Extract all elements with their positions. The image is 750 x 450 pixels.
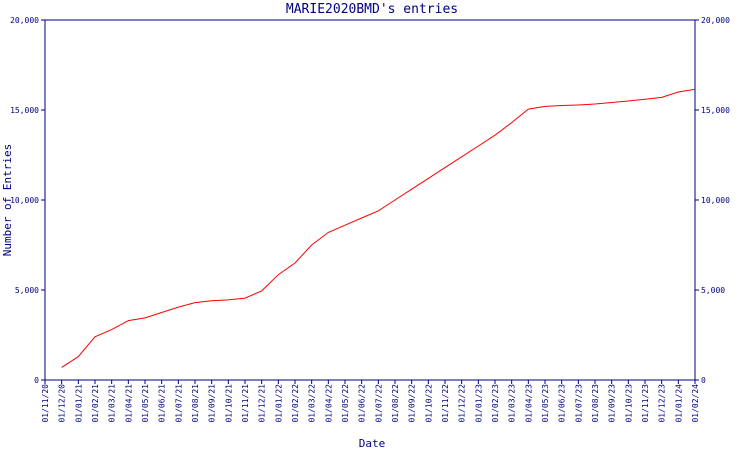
data-line	[61, 88, 696, 368]
chart-title: MARIE2020BMD's entries	[286, 2, 458, 17]
x-tick-label: 01/11/21	[241, 384, 250, 423]
x-tick-label: 01/03/21	[108, 384, 117, 423]
y-tick-label: 10,000	[10, 196, 39, 205]
x-tick-label: 01/02/21	[91, 384, 100, 423]
y-tick-label: 15,000	[10, 106, 39, 115]
x-tick-label: 01/05/23	[541, 384, 550, 423]
x-tick-label: 01/08/23	[591, 384, 600, 423]
x-tick-label: 01/12/22	[458, 384, 467, 423]
x-tick-label: 01/12/20	[58, 384, 67, 423]
y2-tick-label: 5,000	[701, 286, 725, 295]
y2-tick-label: 0	[701, 376, 706, 385]
x-tick-label: 01/05/21	[141, 384, 150, 423]
x-tick-label: 01/12/23	[658, 384, 667, 423]
y2-tick-label: 15,000	[701, 106, 730, 115]
x-tick-label: 01/03/22	[308, 384, 317, 423]
x-tick-label: 01/12/21	[258, 384, 267, 423]
x-tick-label: 01/04/22	[324, 384, 333, 423]
x-tick-label: 01/09/23	[608, 384, 617, 423]
x-tick-label: 01/06/21	[158, 384, 167, 423]
y-axis-label: Number of Entries	[1, 144, 14, 257]
x-tick-label: 01/11/20	[41, 384, 50, 423]
x-tick-label: 01/06/23	[558, 384, 567, 423]
x-tick-label: 01/01/24	[674, 384, 683, 423]
x-tick-label: 01/08/22	[391, 384, 400, 423]
x-tick-label: 01/11/23	[641, 384, 650, 423]
x-axis-label: Date	[359, 437, 386, 450]
y-tick-label: 5,000	[15, 286, 39, 295]
x-tick-label: 01/07/23	[574, 384, 583, 423]
y2-tick-label: 20,000	[701, 16, 730, 25]
x-tick-label: 01/03/23	[508, 384, 517, 423]
x-tick-label: 01/09/21	[208, 384, 217, 423]
x-tick-label: 01/01/21	[74, 384, 83, 423]
x-tick-label: 01/10/21	[224, 384, 233, 423]
plot-frame	[44, 19, 696, 381]
x-tick-label: 01/05/22	[341, 384, 350, 423]
x-tick-label: 01/04/21	[124, 384, 133, 423]
y-tick-label: 0	[34, 376, 39, 385]
y2-tick-label: 10,000	[701, 196, 730, 205]
y-tick-label: 20,000	[10, 16, 39, 25]
x-tick-label: 01/10/23	[624, 384, 633, 423]
x-tick-label: 01/11/22	[441, 384, 450, 423]
x-tick-label: 01/02/24	[691, 384, 700, 423]
x-tick-label: 01/01/22	[274, 384, 283, 423]
x-tick-label: 01/07/21	[174, 384, 183, 423]
x-tick-label: 01/08/21	[191, 384, 200, 423]
x-tick-label: 01/07/22	[374, 384, 383, 423]
x-tick-label: 01/02/22	[291, 384, 300, 423]
x-tick-label: 01/01/23	[474, 384, 483, 423]
x-tick-label: 01/06/22	[358, 384, 367, 423]
x-tick-label: 01/02/23	[491, 384, 500, 423]
x-tick-label: 01/04/23	[524, 384, 533, 423]
x-tick-label: 01/10/22	[424, 384, 433, 423]
x-tick-label: 01/09/22	[408, 384, 417, 423]
